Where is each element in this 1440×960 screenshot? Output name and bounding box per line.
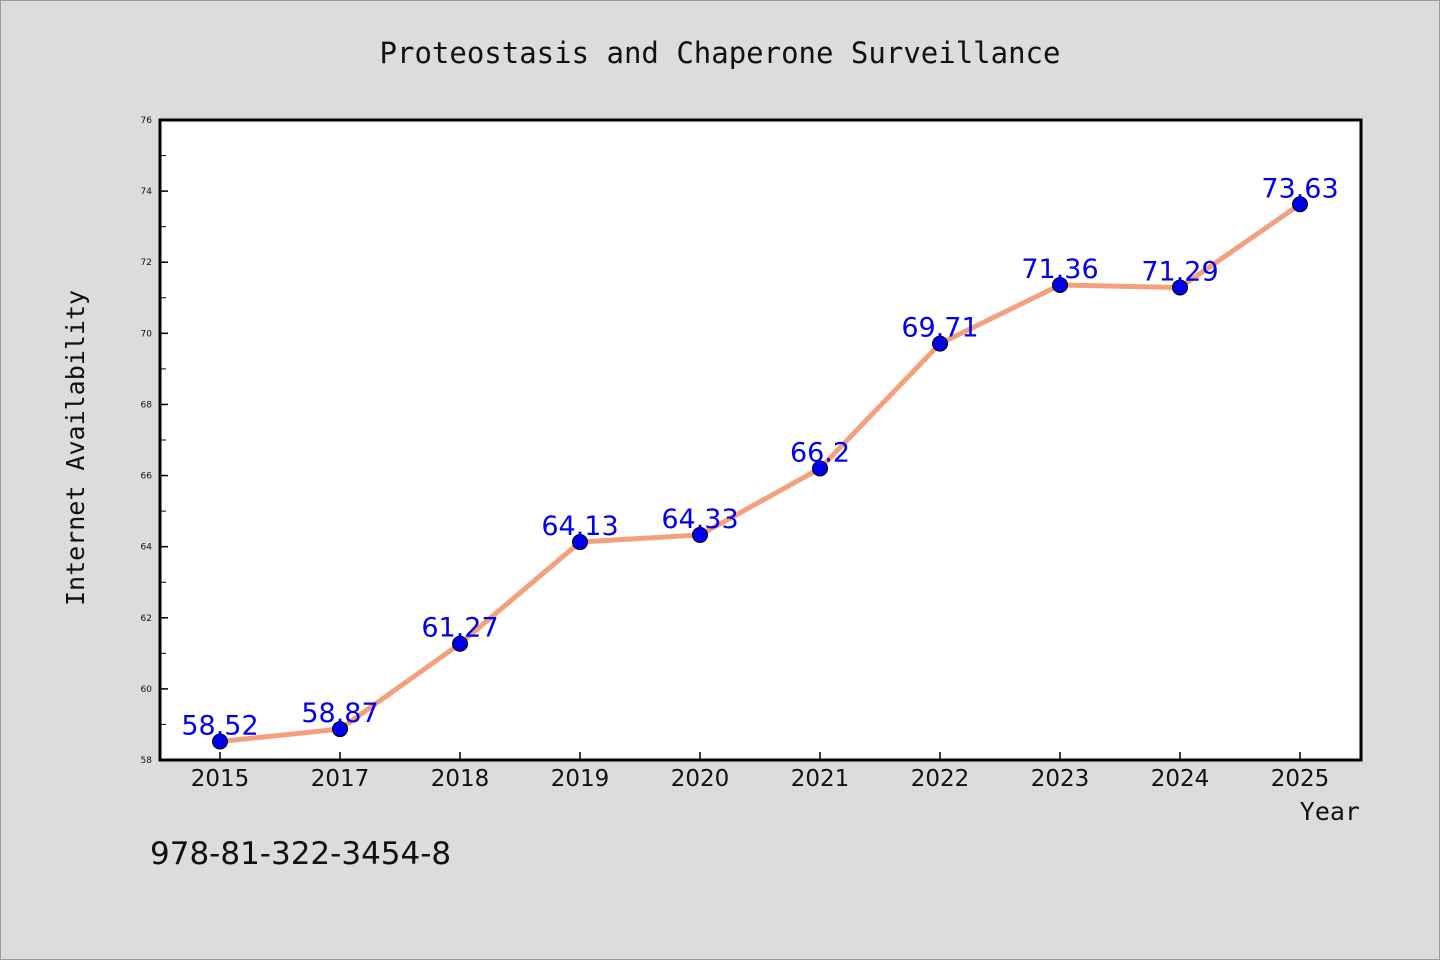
data-label: 71.29: [1141, 256, 1218, 287]
x-tick-label: 2018: [431, 766, 490, 792]
x-axis-label: Year: [1300, 797, 1360, 826]
y-tick-label: 66: [141, 472, 153, 482]
data-point: [1172, 279, 1188, 296]
data-label: 73.63: [1261, 173, 1338, 204]
data-point: [1052, 276, 1068, 293]
data-label: 64.13: [541, 511, 618, 542]
x-tick-label: 2017: [311, 766, 370, 792]
data-point: [812, 460, 828, 477]
x-tick-label: 2022: [911, 766, 970, 792]
data-label: 61.27: [421, 613, 498, 644]
data-label: 71.36: [1021, 254, 1098, 285]
plot-border: [158, 118, 1363, 762]
data-label: 69.71: [901, 313, 978, 344]
y-tick-label: 76: [141, 116, 153, 126]
x-tick-label: 2025: [1271, 766, 1330, 792]
y-tick-label: 60: [141, 685, 153, 695]
x-axis: 2015 2017 2018 2019 2020 2021 2022 2023 2024 2025: [191, 752, 1330, 792]
y-tick-label: 62: [141, 614, 152, 624]
x-tick-label: 2021: [791, 766, 850, 792]
series-layer: [212, 196, 1308, 750]
data-label: 58.87: [301, 698, 378, 729]
data-label: 58.52: [181, 711, 258, 742]
y-tick-label: 64: [141, 543, 153, 553]
data-label-layer: 58.52 58.87 61.27 64.13 64.33 66.2 69.71 71.36 7…: [181, 173, 1338, 741]
data-label: 64.33: [661, 504, 738, 535]
y-axis-label: Internet Availability: [61, 290, 90, 606]
y-tick-label: 58: [141, 756, 153, 766]
series-line: [217, 201, 1303, 745]
y-tick-label: 74: [141, 187, 153, 197]
chart-title: Proteostasis and Chaperone Surveillance: [380, 36, 1061, 70]
data-point: [1292, 196, 1308, 213]
x-tick-label: 2024: [1151, 766, 1210, 792]
isbn-text: 978-81-322-3454-8: [150, 836, 451, 872]
x-tick-label: 2020: [671, 766, 730, 792]
data-point: [332, 721, 348, 738]
y-tick-label: 72: [141, 258, 152, 268]
plot-area: [160, 120, 1361, 760]
data-point: [572, 534, 588, 551]
x-tick-label: 2023: [1031, 766, 1090, 792]
x-tick-label: 2019: [551, 766, 610, 792]
y-tick-label: 70: [141, 329, 153, 339]
data-point: [452, 635, 468, 652]
data-point: [932, 335, 948, 352]
data-point: [212, 733, 228, 750]
x-tick-label: 2015: [191, 766, 250, 792]
data-label: 66.2: [790, 437, 850, 468]
y-tick-label: 68: [141, 400, 153, 410]
data-point: [692, 526, 708, 543]
